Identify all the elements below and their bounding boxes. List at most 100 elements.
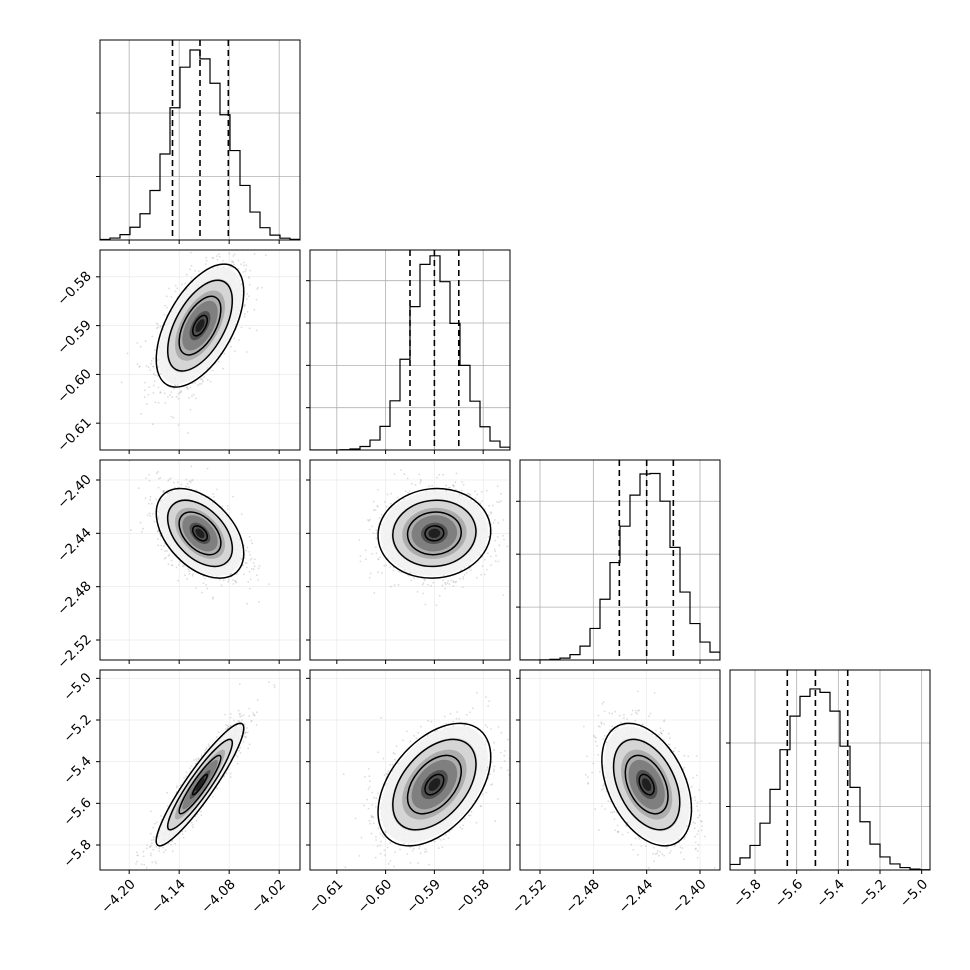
scatter-point <box>182 836 185 839</box>
scatter-point <box>418 473 421 476</box>
scatter-point <box>256 574 258 577</box>
scatter-point <box>492 522 495 524</box>
scatter-point <box>186 482 189 485</box>
scatter-point <box>152 836 155 839</box>
scatter-point <box>193 759 195 761</box>
scatter-point <box>448 486 450 489</box>
scatter-point <box>212 257 215 259</box>
scatter-point <box>485 489 488 492</box>
scatter-point <box>424 579 426 582</box>
scatter-point <box>248 570 251 573</box>
scatter-point <box>205 259 208 262</box>
scatter-point <box>200 810 202 813</box>
scatter-point <box>144 381 146 384</box>
scatter-point <box>215 255 218 257</box>
scatter-point <box>255 711 258 714</box>
scatter-point <box>496 485 499 487</box>
scatter-point <box>446 582 449 584</box>
scatter-point <box>157 471 160 473</box>
scatter-point <box>369 572 372 575</box>
scatter-point <box>494 550 496 553</box>
scatter-point <box>243 261 245 264</box>
scatter-point <box>255 329 258 332</box>
scatter-point <box>159 499 162 502</box>
scatter-point <box>264 254 267 257</box>
scatter-point <box>172 481 175 484</box>
scatter-point <box>245 549 248 552</box>
scatter-point <box>234 579 236 582</box>
scatter-point <box>397 583 400 586</box>
scatter-point <box>372 532 375 534</box>
scatter-point <box>142 527 144 530</box>
scatter-point <box>389 502 392 505</box>
scatter-point <box>156 327 158 330</box>
scatter-point <box>216 488 218 491</box>
scatter-point <box>200 382 203 385</box>
scatter-point <box>248 284 251 286</box>
scatter-point <box>164 550 167 552</box>
scatter-point <box>191 479 194 481</box>
scatter-point <box>226 724 229 727</box>
scatter-point <box>460 569 463 571</box>
scatter-point <box>151 842 153 845</box>
scatter-point <box>486 552 489 555</box>
scatter-point <box>194 382 196 384</box>
scatter-point <box>209 380 212 383</box>
scatter-point <box>169 394 171 396</box>
scatter-point <box>237 259 240 262</box>
scatter-point <box>157 326 160 329</box>
scatter-point <box>231 260 233 262</box>
scatter-point <box>487 536 490 538</box>
scatter-point <box>197 384 199 387</box>
scatter-point <box>444 587 446 590</box>
scatter-point <box>159 476 162 479</box>
scatter-point <box>260 286 263 289</box>
scatter-point <box>155 862 158 865</box>
scatter-point <box>217 253 220 256</box>
scatter-point <box>453 485 455 488</box>
scatter-point <box>233 350 236 352</box>
scatter-point <box>198 383 201 385</box>
scatter-point <box>168 478 171 481</box>
scatter-point <box>156 530 159 533</box>
scatter-point <box>365 558 367 561</box>
scatter-point <box>428 485 431 488</box>
scatter-point <box>452 585 455 587</box>
scatter-point <box>375 529 378 532</box>
scatter-point <box>163 491 165 494</box>
scatter-point <box>163 313 166 316</box>
scatter-point <box>420 480 422 483</box>
scatter-point <box>164 304 167 307</box>
scatter-point <box>153 349 156 351</box>
scatter-point <box>438 594 441 597</box>
scatter-point <box>484 558 486 561</box>
scatter-point <box>386 493 389 496</box>
scatter-point <box>390 492 392 495</box>
scatter-point <box>462 484 465 486</box>
scatter-point <box>130 529 132 531</box>
scatter-point <box>149 515 152 517</box>
scatter-panel-1-0 <box>99 249 301 451</box>
scatter-point <box>423 578 425 581</box>
scatter-point <box>380 523 383 526</box>
scatter-point <box>432 581 435 584</box>
scatter-point <box>480 491 483 493</box>
scatter-point <box>181 283 183 286</box>
scatter-point <box>245 268 247 271</box>
scatter-point <box>157 386 160 389</box>
scatter-point <box>245 264 248 267</box>
scatter-point <box>150 359 153 362</box>
scatter-point <box>449 486 451 489</box>
scatter-point <box>176 287 179 290</box>
scatter-point <box>141 531 143 533</box>
scatter-point <box>503 538 505 541</box>
scatter-point <box>195 758 198 761</box>
scatter-point <box>232 255 235 257</box>
scatter-point <box>249 554 252 556</box>
scatter-point <box>376 504 379 507</box>
scatter-point <box>250 567 253 570</box>
scatter-point <box>491 504 494 507</box>
contour-line <box>392 499 477 568</box>
scatter-point <box>136 342 139 344</box>
